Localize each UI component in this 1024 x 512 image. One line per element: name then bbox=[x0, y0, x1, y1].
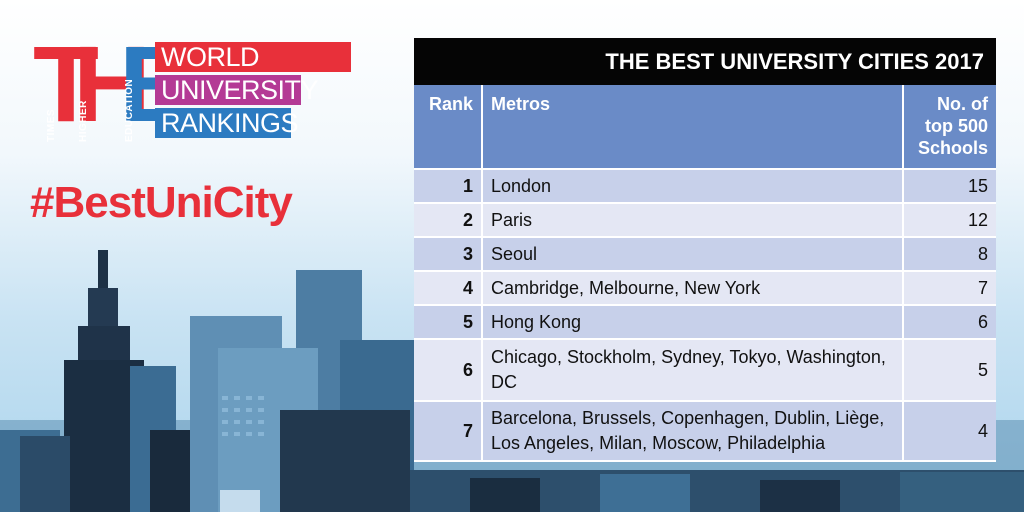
table-row: 7 Barcelona, Brussels, Copenhagen, Dubli… bbox=[414, 401, 996, 462]
table-row: 6 Chicago, Stockholm, Sydney, Tokyo, Was… bbox=[414, 339, 996, 402]
rank-cell: 4 bbox=[414, 271, 483, 306]
schools-cell: 7 bbox=[903, 271, 996, 306]
metros-cell: Seoul bbox=[482, 237, 904, 272]
rank-cell: 1 bbox=[414, 169, 483, 204]
rank-cell: 5 bbox=[414, 305, 483, 340]
metros-cell: Barcelona, Brussels, Copenhagen, Dublin,… bbox=[482, 401, 904, 462]
logo-word-education: EDUCATION bbox=[124, 78, 135, 142]
logo-letter-t: T bbox=[33, 23, 99, 144]
column-header-rank: Rank bbox=[414, 85, 483, 170]
table-row: 5 Hong Kong 6 bbox=[414, 305, 996, 340]
schools-cell: 6 bbox=[903, 305, 996, 340]
rank-cell: 7 bbox=[414, 401, 483, 462]
rank-cell: 2 bbox=[414, 203, 483, 238]
rankings-table: THE BEST UNIVERSITY CITIES 2017 Rank Met… bbox=[414, 38, 996, 462]
schools-cell: 15 bbox=[903, 169, 996, 204]
metros-cell: Hong Kong bbox=[482, 305, 904, 340]
table-row: 2 Paris 12 bbox=[414, 203, 996, 238]
the-world-university-rankings-logo: T H E TIMES HIGHER EDUCATION WORLD UNIVE… bbox=[33, 30, 353, 148]
column-header-metros: Metros bbox=[482, 85, 904, 170]
schools-cell: 5 bbox=[903, 339, 996, 402]
metros-cell: Cambridge, Melbourne, New York bbox=[482, 271, 904, 306]
table-row: 4 Cambridge, Melbourne, New York 7 bbox=[414, 271, 996, 306]
schools-cell: 12 bbox=[903, 203, 996, 238]
schools-cell: 8 bbox=[903, 237, 996, 272]
column-header-schools: No. of top 500 Schools bbox=[903, 85, 996, 170]
metros-cell: London bbox=[482, 169, 904, 204]
hashtag-heading: #BestUniCity bbox=[30, 178, 293, 227]
rank-cell: 6 bbox=[414, 339, 483, 402]
schools-cell: 4 bbox=[903, 401, 996, 462]
cities-table: Rank Metros No. of top 500 Schools 1 Lon… bbox=[414, 85, 996, 462]
metros-cell: Chicago, Stockholm, Sydney, Tokyo, Washi… bbox=[482, 339, 904, 402]
table-row: 1 London 15 bbox=[414, 169, 996, 204]
logo-bar-world: WORLD bbox=[155, 42, 351, 72]
rank-cell: 3 bbox=[414, 237, 483, 272]
logo-bar-rankings: RANKINGS bbox=[155, 108, 299, 138]
table-title: THE BEST UNIVERSITY CITIES 2017 bbox=[414, 38, 996, 85]
metros-cell: Paris bbox=[482, 203, 904, 238]
logo-word-higher: HIGHER bbox=[78, 100, 89, 142]
logo-word-times: TIMES bbox=[46, 108, 57, 142]
logo-bar-university: UNIVERSITY bbox=[155, 75, 319, 105]
logo-letter-h: H bbox=[73, 23, 151, 144]
table-row: 3 Seoul 8 bbox=[414, 237, 996, 272]
table-header-row: Rank Metros No. of top 500 Schools bbox=[414, 85, 996, 170]
